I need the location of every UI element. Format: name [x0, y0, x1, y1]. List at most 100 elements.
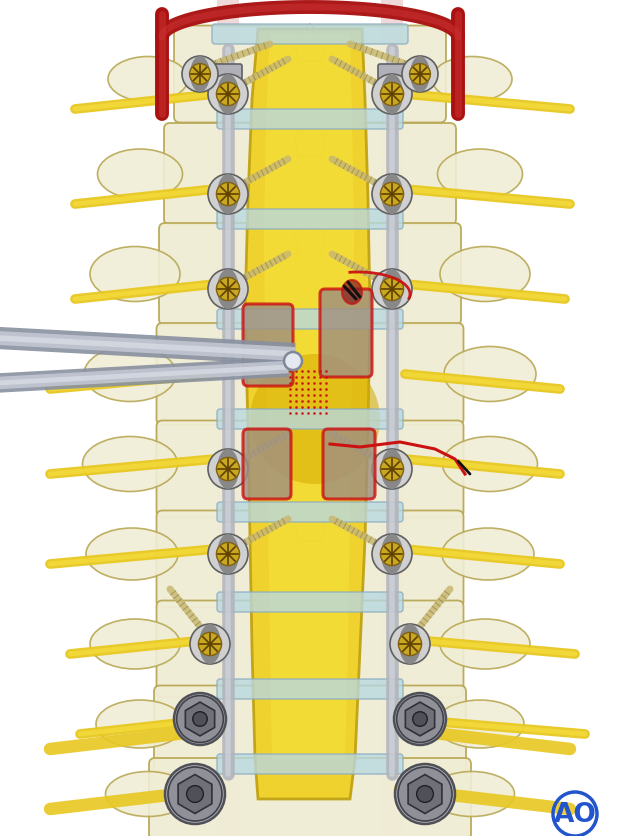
Circle shape [208, 175, 248, 215]
FancyBboxPatch shape [320, 289, 372, 378]
Circle shape [182, 57, 218, 93]
Circle shape [372, 450, 412, 489]
Ellipse shape [105, 772, 190, 817]
Ellipse shape [217, 450, 239, 489]
Ellipse shape [86, 528, 178, 580]
FancyBboxPatch shape [217, 592, 403, 612]
Circle shape [198, 633, 221, 655]
Circle shape [216, 458, 239, 481]
Circle shape [398, 767, 452, 821]
FancyBboxPatch shape [214, 280, 242, 299]
Circle shape [208, 534, 248, 574]
FancyBboxPatch shape [217, 309, 403, 329]
Polygon shape [245, 30, 370, 799]
Circle shape [410, 64, 430, 85]
Circle shape [372, 75, 412, 115]
Ellipse shape [97, 150, 182, 200]
Circle shape [168, 767, 222, 821]
FancyBboxPatch shape [154, 686, 466, 772]
FancyBboxPatch shape [156, 421, 464, 517]
Text: AO: AO [554, 801, 596, 827]
FancyBboxPatch shape [378, 280, 406, 299]
Ellipse shape [442, 528, 534, 580]
Ellipse shape [438, 150, 523, 200]
FancyBboxPatch shape [214, 85, 242, 104]
Ellipse shape [108, 58, 188, 102]
Ellipse shape [432, 58, 512, 102]
Circle shape [187, 786, 203, 803]
FancyBboxPatch shape [217, 502, 403, 522]
Polygon shape [295, 120, 325, 157]
FancyBboxPatch shape [217, 754, 403, 774]
Ellipse shape [440, 247, 530, 302]
FancyBboxPatch shape [149, 758, 471, 836]
Circle shape [381, 458, 404, 481]
Ellipse shape [342, 281, 362, 304]
Ellipse shape [436, 701, 524, 748]
Ellipse shape [96, 701, 184, 748]
FancyBboxPatch shape [378, 460, 406, 479]
Polygon shape [295, 220, 325, 257]
Polygon shape [185, 702, 215, 736]
Polygon shape [295, 504, 325, 542]
Polygon shape [295, 415, 325, 451]
Ellipse shape [381, 450, 403, 489]
FancyBboxPatch shape [174, 27, 446, 124]
FancyBboxPatch shape [164, 124, 456, 226]
FancyBboxPatch shape [214, 65, 242, 85]
Ellipse shape [381, 270, 403, 309]
FancyBboxPatch shape [156, 601, 464, 698]
FancyBboxPatch shape [378, 185, 406, 205]
Ellipse shape [84, 347, 176, 402]
Circle shape [394, 693, 446, 745]
Polygon shape [295, 25, 325, 62]
Polygon shape [178, 775, 212, 813]
FancyBboxPatch shape [156, 511, 464, 608]
Ellipse shape [82, 437, 177, 492]
Circle shape [381, 278, 404, 301]
FancyBboxPatch shape [217, 210, 403, 230]
FancyBboxPatch shape [378, 65, 406, 85]
Circle shape [402, 57, 438, 93]
Circle shape [413, 712, 427, 726]
Circle shape [390, 624, 430, 665]
FancyBboxPatch shape [214, 460, 242, 479]
Bar [381, 0, 403, 836]
Ellipse shape [399, 624, 421, 665]
Polygon shape [408, 775, 442, 813]
Circle shape [190, 64, 210, 85]
Circle shape [417, 786, 433, 803]
FancyBboxPatch shape [217, 410, 403, 430]
Circle shape [216, 183, 239, 206]
Ellipse shape [90, 619, 180, 669]
Ellipse shape [250, 354, 380, 484]
FancyBboxPatch shape [212, 25, 408, 45]
Ellipse shape [381, 75, 403, 115]
FancyBboxPatch shape [214, 185, 242, 205]
Ellipse shape [381, 534, 403, 574]
Circle shape [395, 764, 455, 824]
FancyBboxPatch shape [378, 544, 406, 564]
FancyBboxPatch shape [243, 304, 293, 386]
Ellipse shape [217, 270, 239, 309]
FancyBboxPatch shape [214, 544, 242, 564]
FancyBboxPatch shape [243, 430, 291, 499]
Ellipse shape [430, 772, 515, 817]
Circle shape [399, 633, 422, 655]
Circle shape [208, 450, 248, 489]
Circle shape [208, 270, 248, 309]
Ellipse shape [199, 624, 221, 665]
Ellipse shape [217, 534, 239, 574]
Circle shape [174, 693, 226, 745]
Ellipse shape [443, 437, 538, 492]
Circle shape [381, 543, 404, 566]
Circle shape [381, 84, 404, 106]
Circle shape [190, 624, 230, 665]
Ellipse shape [410, 57, 430, 93]
Ellipse shape [381, 175, 403, 215]
Circle shape [177, 696, 223, 742]
Circle shape [193, 712, 207, 726]
Polygon shape [295, 319, 325, 357]
Ellipse shape [217, 175, 239, 215]
Ellipse shape [217, 75, 239, 115]
